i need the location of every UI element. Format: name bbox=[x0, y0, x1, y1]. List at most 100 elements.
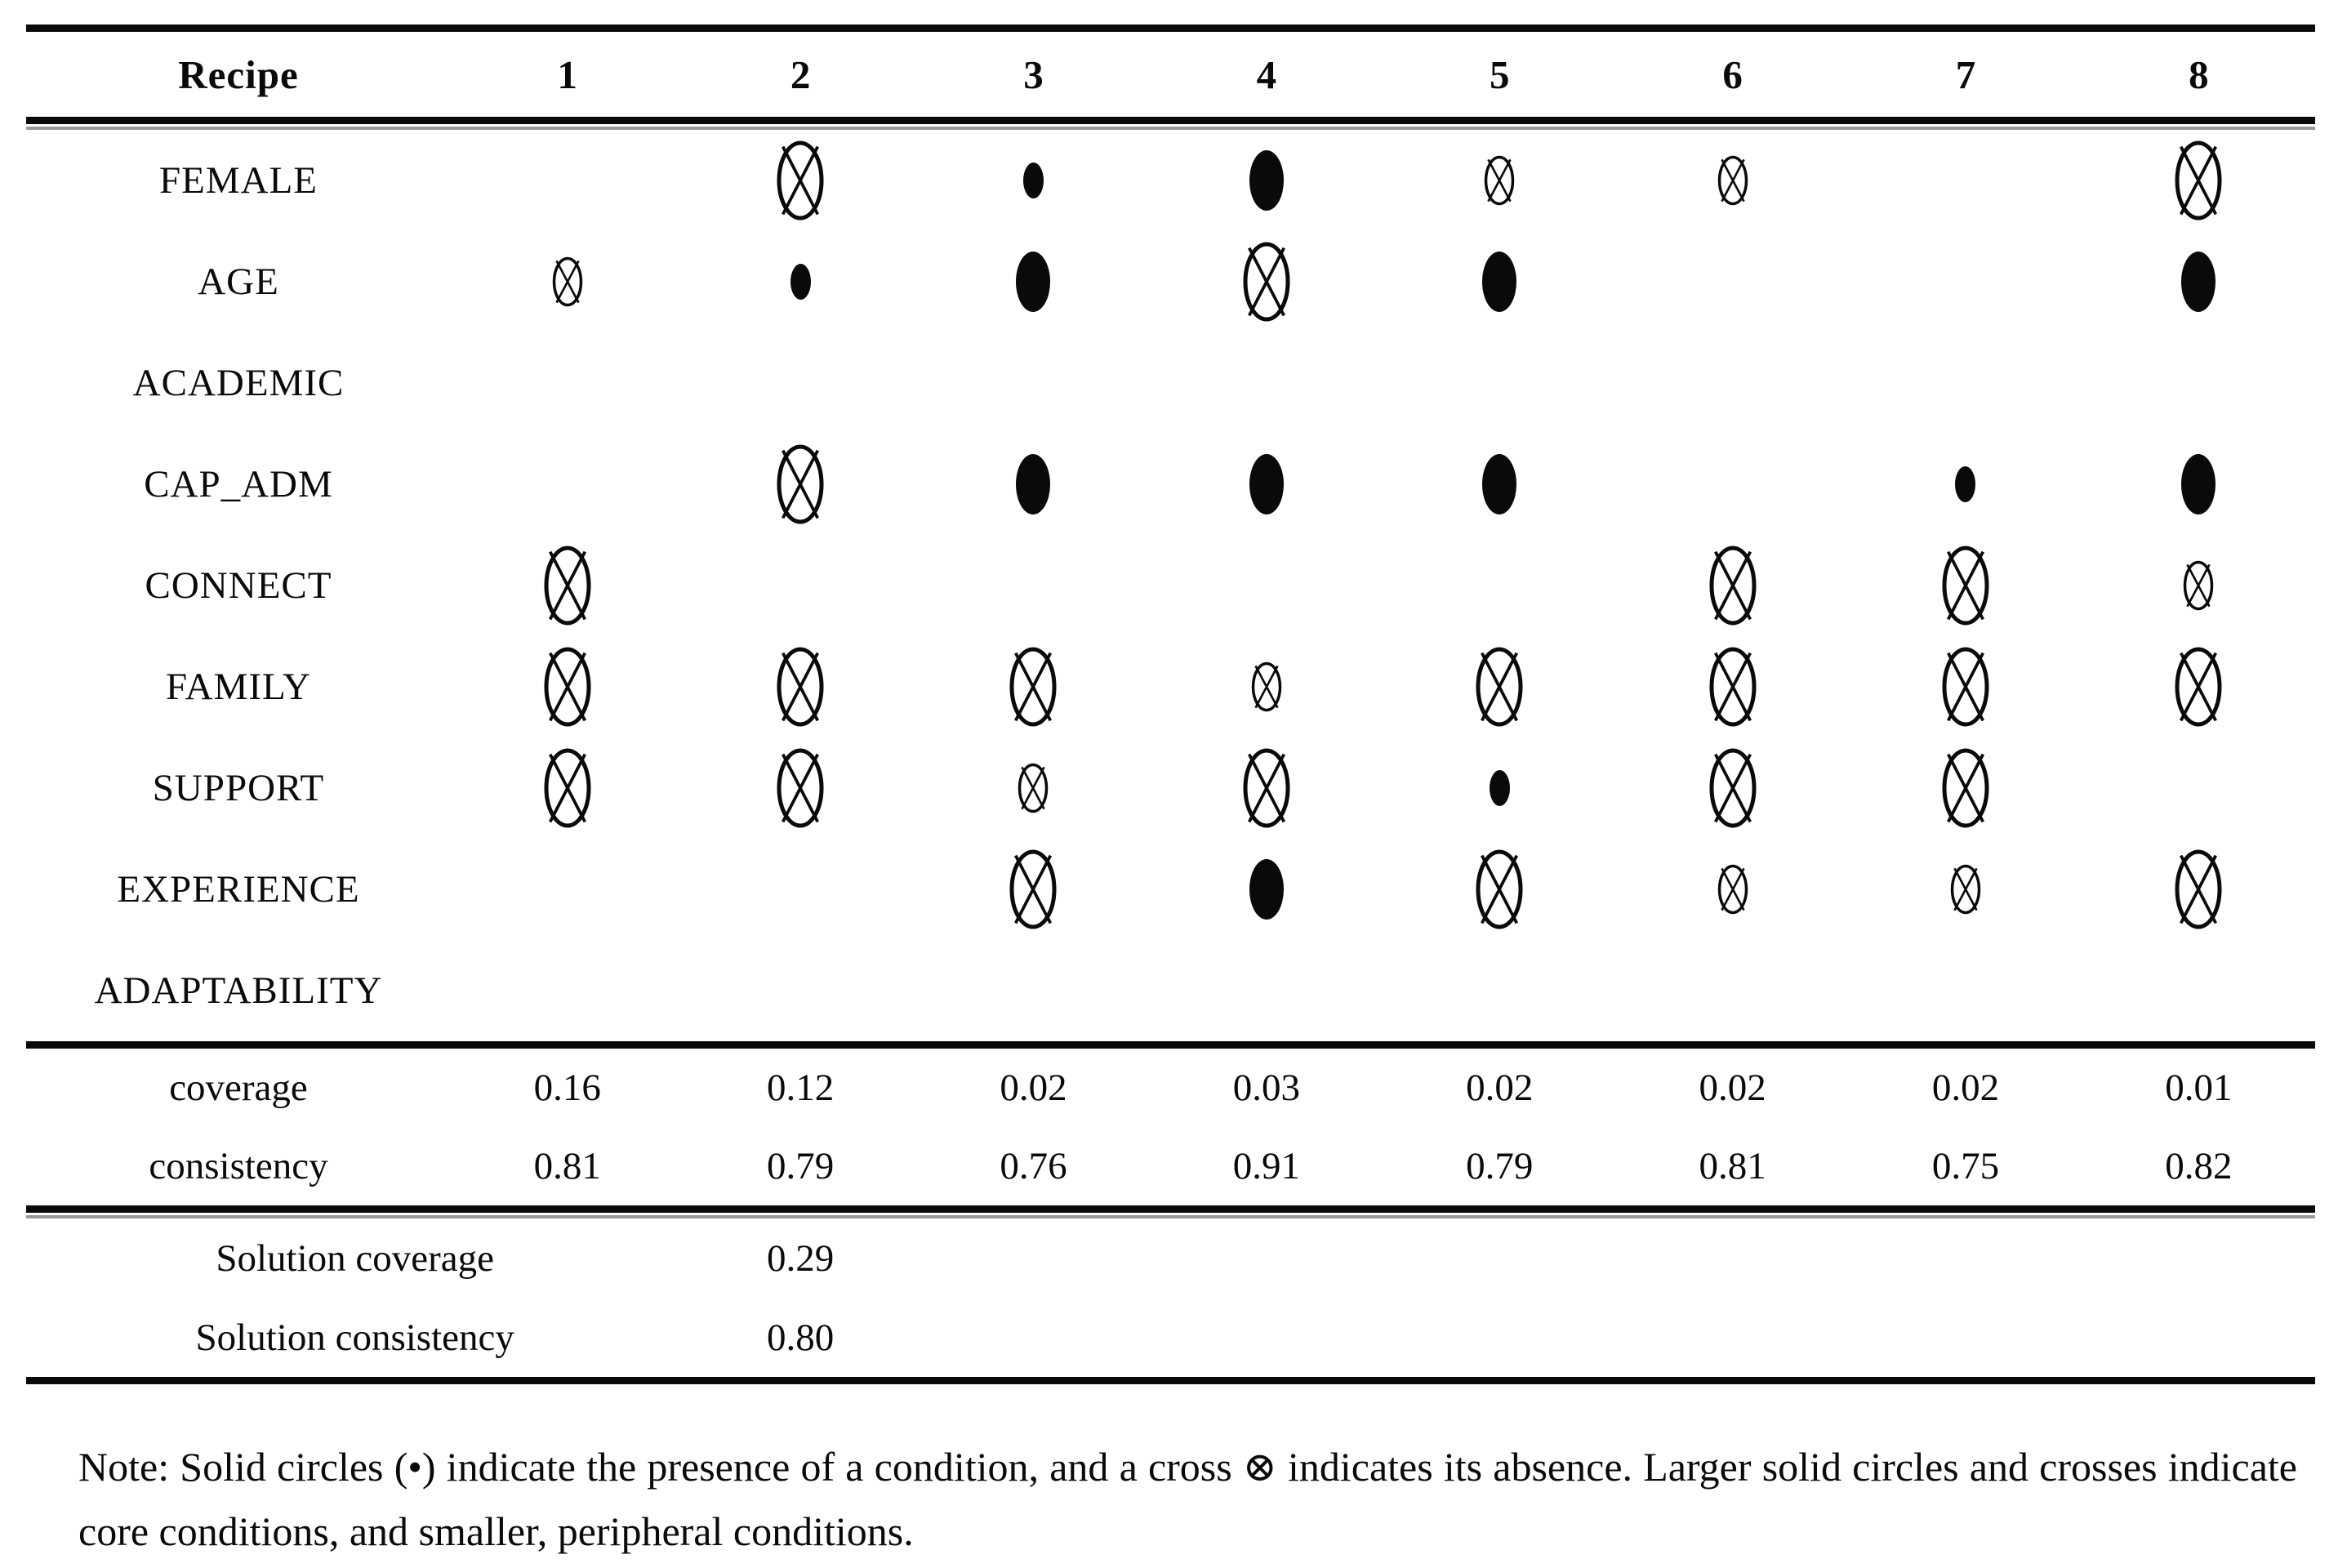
row-label-solution-coverage: Solution coverage bbox=[216, 1236, 495, 1280]
row-label-coverage: coverage bbox=[169, 1067, 308, 1109]
row-label-experience: EXPERIENCE bbox=[117, 868, 360, 911]
cell-experience-8 bbox=[2082, 848, 2315, 931]
cell-consistency-3: 0.76 bbox=[1000, 1145, 1067, 1187]
cell-consistency-6: 0.81 bbox=[1699, 1145, 1766, 1187]
absence-cross-core-icon bbox=[1709, 647, 1757, 727]
cell-coverage-2: 0.12 bbox=[766, 1067, 835, 1109]
cell-family-4 bbox=[1150, 661, 1383, 713]
absence-cross-core-icon bbox=[1476, 849, 1523, 929]
cell-female-8 bbox=[2082, 139, 2315, 222]
header-bottom-rule-shadow bbox=[26, 127, 2315, 130]
cell-support-7 bbox=[1849, 746, 2082, 830]
row-label-connect: CONNECT bbox=[145, 564, 332, 607]
header-column-7: 7 bbox=[1955, 51, 1976, 97]
absence-cross-core-icon bbox=[1942, 748, 1989, 828]
header-recipe-label: Recipe bbox=[178, 51, 299, 97]
absence-cross-peripheral-icon bbox=[1251, 662, 1282, 712]
absence-cross-core-icon bbox=[1243, 748, 1290, 828]
cell-consistency-7: 0.75 bbox=[1931, 1145, 2000, 1187]
cell-coverage-5: 0.02 bbox=[1466, 1067, 1534, 1109]
header-column-2: 2 bbox=[790, 51, 811, 97]
cell-age-8 bbox=[2082, 251, 2315, 313]
cell-family-2 bbox=[684, 645, 916, 728]
absence-cross-core-icon bbox=[1709, 546, 1757, 626]
presence-dot-core-icon bbox=[1249, 150, 1284, 211]
row-label-age: AGE bbox=[198, 261, 279, 303]
cell-family-7 bbox=[1849, 645, 2082, 728]
cell-coverage-1: 0.16 bbox=[533, 1067, 601, 1109]
absence-cross-core-icon bbox=[1942, 546, 1989, 626]
cell-coverage-7: 0.02 bbox=[1931, 1067, 2000, 1109]
table-top-rule bbox=[26, 24, 2315, 32]
presence-dot-core-icon bbox=[1482, 252, 1517, 312]
cell-family-6 bbox=[1616, 645, 1849, 728]
cell-coverage-4: 0.03 bbox=[1232, 1067, 1300, 1109]
absence-cross-core-icon bbox=[777, 647, 824, 727]
table-row-cap_adm: CAP_ADM bbox=[26, 434, 2315, 535]
cell-support-1 bbox=[451, 746, 684, 830]
cell-consistency-1: 0.81 bbox=[533, 1145, 601, 1187]
table-row-age: AGE bbox=[26, 231, 2315, 332]
absence-cross-core-icon bbox=[544, 748, 591, 828]
cell-age-1 bbox=[451, 256, 684, 308]
header-column-6: 6 bbox=[1722, 51, 1743, 97]
table-row-family: FAMILY bbox=[26, 636, 2315, 737]
absence-cross-peripheral-icon bbox=[1018, 763, 1049, 813]
absence-cross-core-icon bbox=[2175, 647, 2222, 727]
absence-cross-core-icon bbox=[1243, 242, 1290, 322]
presence-dot-peripheral-icon bbox=[790, 264, 811, 300]
cell-solution-consistency-value: 0.80 bbox=[766, 1316, 835, 1359]
cell-support-2 bbox=[684, 746, 916, 830]
absence-cross-core-icon bbox=[1942, 647, 1989, 727]
header-bottom-rule bbox=[26, 117, 2315, 124]
cell-coverage-3: 0.02 bbox=[1000, 1067, 1067, 1109]
condition-rows: FEMALE AGE ACADEMIC CAP_ADM CONNECT FAMILY SUP… bbox=[26, 130, 2315, 1041]
table-note: Note: Solid circles (•) indicate the pre… bbox=[78, 1444, 2297, 1554]
cell-consistency-5: 0.79 bbox=[1466, 1145, 1534, 1187]
row-label-family: FAMILY bbox=[166, 666, 311, 708]
cell-age-4 bbox=[1150, 240, 1383, 323]
cell-female-5 bbox=[1383, 154, 1616, 207]
absence-cross-core-icon bbox=[777, 444, 824, 524]
conditions-bottom-rule bbox=[26, 1041, 2315, 1049]
cell-experience-4 bbox=[1150, 858, 1383, 920]
cell-cap_adm-4 bbox=[1150, 453, 1383, 515]
table-bottom-rule bbox=[26, 1377, 2315, 1384]
stats-bottom-rule bbox=[26, 1205, 2315, 1213]
presence-dot-core-icon bbox=[2181, 454, 2216, 514]
header-column-1: 1 bbox=[557, 51, 577, 97]
header-column-5: 5 bbox=[1489, 51, 1510, 97]
cell-coverage-6: 0.02 bbox=[1699, 1067, 1766, 1109]
cell-consistency-8: 0.82 bbox=[2165, 1145, 2233, 1187]
absence-cross-peripheral-icon bbox=[1950, 864, 1981, 915]
cell-family-5 bbox=[1383, 645, 1616, 728]
presence-dot-peripheral-icon bbox=[1955, 466, 1976, 502]
table-row-support: SUPPORT bbox=[26, 737, 2315, 839]
cell-cap_adm-8 bbox=[2082, 453, 2315, 515]
presence-dot-peripheral-icon bbox=[1022, 163, 1044, 198]
presence-dot-core-icon bbox=[1249, 454, 1284, 514]
cell-consistency-2: 0.79 bbox=[766, 1145, 835, 1187]
header-column-8: 8 bbox=[2189, 51, 2209, 97]
absence-cross-core-icon bbox=[777, 140, 824, 220]
absence-cross-peripheral-icon bbox=[2184, 560, 2214, 611]
cell-experience-3 bbox=[917, 848, 1150, 931]
table-row-solution-consistency: Solution consistency 0.80 bbox=[26, 1298, 2315, 1377]
cell-connect-1 bbox=[451, 544, 684, 627]
table-header-row: Recipe 1 2 3 4 5 6 7 8 bbox=[26, 32, 2315, 117]
stats-bottom-rule-shadow bbox=[26, 1215, 2315, 1218]
presence-dot-core-icon bbox=[1249, 859, 1284, 920]
cell-connect-6 bbox=[1616, 544, 1849, 627]
cell-age-5 bbox=[1383, 251, 1616, 313]
absence-cross-core-icon bbox=[1709, 748, 1757, 828]
cell-connect-7 bbox=[1849, 544, 2082, 627]
absence-cross-peripheral-icon bbox=[1717, 155, 1748, 206]
presence-dot-core-icon bbox=[2181, 252, 2216, 312]
cell-consistency-4: 0.91 bbox=[1232, 1145, 1300, 1187]
presence-dot-core-icon bbox=[1482, 454, 1517, 514]
absence-cross-core-icon bbox=[2175, 849, 2222, 929]
absence-cross-peripheral-icon bbox=[1717, 864, 1748, 915]
cell-support-3 bbox=[917, 762, 1150, 814]
table-row-adaptability: ADAPTABILITY bbox=[26, 940, 2315, 1041]
